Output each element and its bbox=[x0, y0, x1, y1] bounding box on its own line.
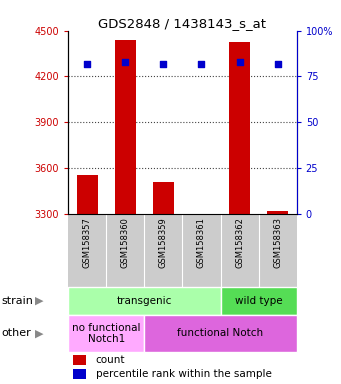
Title: GDS2848 / 1438143_s_at: GDS2848 / 1438143_s_at bbox=[99, 17, 266, 30]
Bar bbox=[153, 182, 174, 214]
Bar bbox=[115, 40, 136, 214]
Text: ▶: ▶ bbox=[35, 296, 43, 306]
Text: percentile rank within the sample: percentile rank within the sample bbox=[95, 369, 271, 379]
Text: other: other bbox=[2, 328, 31, 338]
Text: transgenic: transgenic bbox=[117, 296, 172, 306]
Text: no functional
Notch1: no functional Notch1 bbox=[72, 323, 140, 344]
Text: GSM158360: GSM158360 bbox=[121, 217, 130, 268]
Bar bbox=[229, 42, 250, 214]
Text: GSM158357: GSM158357 bbox=[83, 217, 92, 268]
Text: GSM158359: GSM158359 bbox=[159, 217, 168, 268]
Text: count: count bbox=[95, 355, 125, 365]
Bar bbox=[73, 354, 87, 364]
Point bbox=[199, 61, 204, 67]
Point bbox=[237, 59, 242, 65]
Bar bbox=[68, 287, 221, 315]
Bar bbox=[77, 175, 98, 214]
Text: strain: strain bbox=[2, 296, 33, 306]
Point bbox=[161, 61, 166, 67]
Text: wild type: wild type bbox=[235, 296, 282, 306]
Point bbox=[123, 59, 128, 65]
Text: GSM158363: GSM158363 bbox=[273, 217, 282, 268]
Bar bbox=[267, 211, 288, 214]
Bar bbox=[144, 315, 297, 352]
Text: GSM158362: GSM158362 bbox=[235, 217, 244, 268]
Bar bbox=[68, 315, 144, 352]
Bar bbox=[73, 369, 87, 379]
Text: functional Notch: functional Notch bbox=[177, 328, 264, 338]
Text: ▶: ▶ bbox=[35, 328, 43, 338]
Point bbox=[275, 61, 280, 67]
Bar bbox=[221, 287, 297, 315]
Text: GSM158361: GSM158361 bbox=[197, 217, 206, 268]
Point bbox=[85, 61, 90, 67]
